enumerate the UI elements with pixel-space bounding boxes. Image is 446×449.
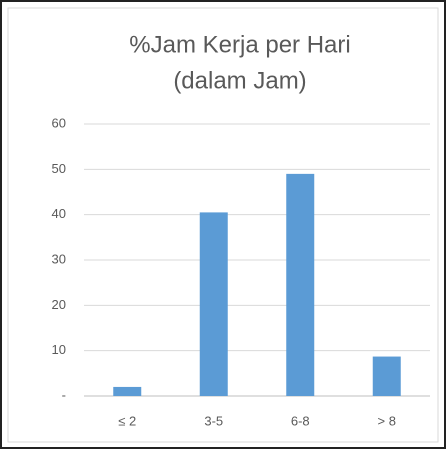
bar	[372, 356, 401, 396]
y-tick-label: 10	[52, 342, 66, 357]
y-tick-label: 20	[52, 297, 66, 312]
bar	[113, 386, 142, 396]
x-tick-label: > 8	[378, 413, 396, 428]
bar	[286, 173, 315, 396]
chart-border	[7, 7, 439, 443]
chart-title: (dalam Jam)	[173, 67, 306, 94]
x-tick-label: 6-8	[291, 413, 310, 428]
x-tick-label: 3-5	[204, 413, 223, 428]
y-tick-label: 50	[52, 161, 66, 176]
y-tick-label: 60	[52, 115, 66, 130]
chart-title: %Jam Kerja per Hari	[129, 31, 350, 58]
x-tick-label: ≤ 2	[118, 413, 136, 428]
y-tick-label: 40	[52, 206, 66, 221]
y-tick-label: -	[62, 387, 66, 402]
y-tick-label: 30	[52, 251, 66, 266]
bar	[199, 212, 228, 396]
